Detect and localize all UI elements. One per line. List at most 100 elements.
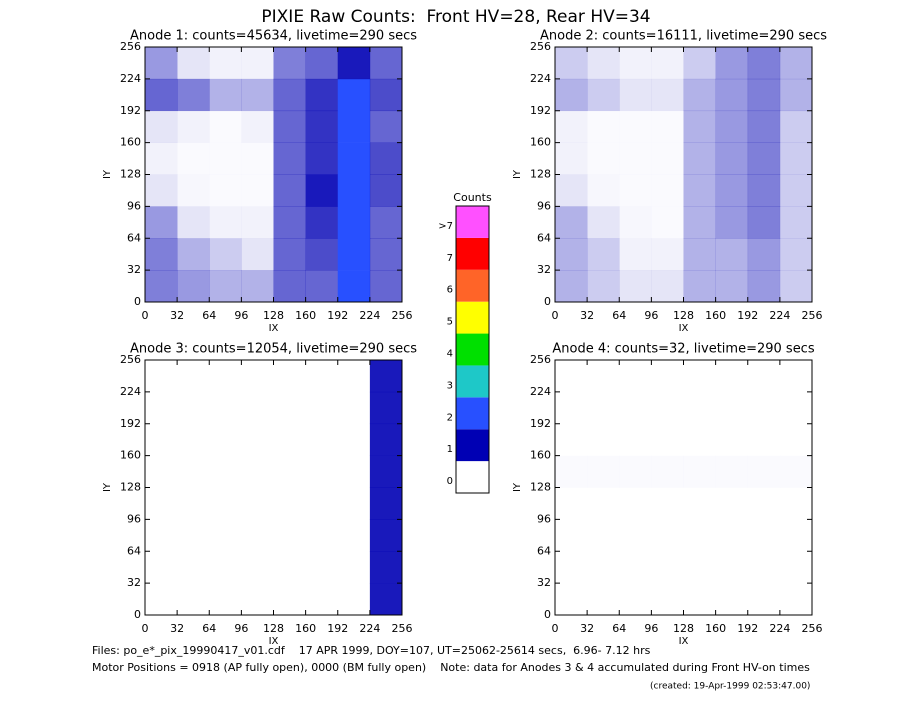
panel-title: Anode 1: counts=45634, livetime=290 secs — [130, 29, 417, 44]
heat-cell — [780, 488, 812, 520]
heat-cell — [587, 270, 620, 303]
heat-cell — [306, 360, 338, 392]
colorbar-swatch — [456, 301, 489, 334]
footer-note: (created: 19-Apr-1999 02:53:47.00) — [650, 682, 810, 692]
heat-cell — [241, 270, 274, 303]
heat-cell — [747, 206, 781, 239]
x-tick-label: 64 — [612, 622, 626, 635]
x-tick-label: 128 — [263, 309, 284, 322]
heat-cell — [145, 78, 178, 112]
heat-cell — [177, 551, 209, 583]
heat-cell — [555, 456, 587, 488]
colorbar-swatch — [456, 429, 489, 462]
heat-cell — [177, 583, 209, 615]
x-tick-label: 256 — [392, 622, 413, 635]
colorbar-label: 4 — [447, 349, 453, 360]
heat-cell — [337, 206, 371, 239]
heat-cell — [337, 110, 371, 143]
panel-title: Anode 2: counts=16111, livetime=290 secs — [540, 29, 827, 44]
heat-cell — [683, 206, 716, 239]
x-tick-label: 192 — [737, 622, 758, 635]
x-tick-label: 192 — [737, 309, 758, 322]
y-axis-label: IY — [102, 169, 113, 179]
heat-cell — [651, 583, 683, 615]
x-tick-label: 256 — [392, 309, 413, 322]
colorbar-swatch — [456, 461, 489, 493]
heat-cell — [780, 360, 812, 392]
heat-cell — [145, 424, 177, 456]
x-tick-label: 96 — [644, 309, 658, 322]
heat-cell — [587, 519, 619, 551]
heat-cell — [779, 206, 813, 239]
x-axis-label: IX — [679, 323, 689, 334]
y-tick-label: 128 — [530, 481, 551, 494]
heat-cell — [651, 175, 683, 207]
colorbar-label: 7 — [447, 253, 453, 264]
heat-cell — [241, 488, 273, 520]
heat-cell — [684, 519, 716, 551]
heat-cell — [338, 456, 370, 488]
heat-cell — [241, 238, 274, 271]
heat-cell — [716, 424, 748, 456]
x-tick-label: 224 — [769, 622, 790, 635]
heat-cell — [177, 424, 209, 456]
heat-cell — [241, 551, 273, 583]
y-axis-label: IY — [512, 169, 523, 179]
heat-cell — [177, 143, 209, 175]
colorbar-label: 0 — [447, 476, 453, 487]
heat-cell — [651, 78, 684, 112]
heat-cell — [651, 47, 684, 80]
heat-cell — [273, 78, 306, 112]
heat-cell — [587, 456, 619, 488]
heat-cell — [779, 110, 813, 143]
y-tick-label: 96 — [537, 199, 551, 212]
heat-cell — [369, 174, 403, 207]
heat-cell — [748, 424, 780, 456]
heat-cell — [716, 551, 748, 583]
heat-cell — [209, 238, 242, 271]
heat-cell — [555, 206, 588, 239]
heat-cell — [747, 142, 781, 175]
y-tick-label: 32 — [127, 576, 141, 589]
heat-cell — [587, 175, 619, 207]
colorbar-swatch — [456, 397, 489, 430]
heat-cell — [145, 551, 177, 583]
heat-cell — [145, 456, 177, 488]
heat-cell — [209, 456, 241, 488]
heat-cell — [338, 583, 370, 615]
heat-cell — [145, 142, 178, 175]
colorbar-swatch — [456, 333, 489, 366]
heat-cell — [241, 392, 273, 424]
heat-cell — [145, 360, 177, 392]
x-tick-label: 0 — [142, 622, 149, 635]
y-tick-label: 128 — [120, 481, 141, 494]
heat-cell — [651, 456, 683, 488]
heat-cell — [306, 392, 338, 424]
heat-cell — [780, 551, 812, 583]
heat-cell — [587, 206, 620, 239]
heat-cell — [684, 360, 716, 392]
heat-cell — [587, 424, 619, 456]
heat-cell — [369, 423, 403, 456]
heat-cell — [619, 456, 651, 488]
heat-cell — [273, 142, 306, 175]
heat-cell — [273, 238, 306, 271]
heat-cell — [555, 238, 588, 271]
heat-cell — [779, 174, 813, 207]
heat-cell — [274, 392, 306, 424]
heat-cell — [779, 238, 813, 271]
heat-cell — [305, 142, 339, 175]
heat-cell — [305, 47, 339, 80]
heat-cell — [274, 456, 306, 488]
y-tick-label: 224 — [530, 72, 551, 85]
heat-cell — [177, 270, 210, 303]
y-axis-label: IY — [512, 482, 523, 492]
heat-cell — [619, 238, 652, 271]
heat-cell — [651, 360, 683, 392]
heat-cell — [619, 111, 651, 143]
heat-cell — [369, 110, 403, 143]
y-tick-label: 192 — [530, 104, 551, 117]
heat-cell — [748, 551, 780, 583]
heat-cell — [209, 360, 241, 392]
colorbar-title: Counts — [453, 191, 492, 204]
